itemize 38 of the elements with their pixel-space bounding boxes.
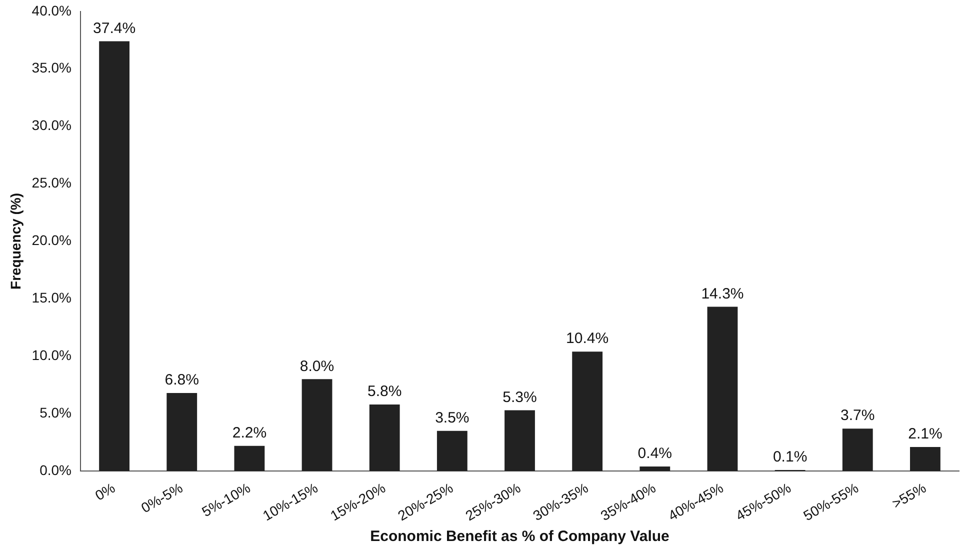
x-tick-label: 0% xyxy=(92,479,118,504)
y-tick-label: 15.0% xyxy=(32,290,72,306)
bar xyxy=(842,428,873,472)
data-label: 37.4% xyxy=(93,20,136,37)
bar xyxy=(910,446,940,472)
bar xyxy=(234,446,265,472)
data-label: 3.7% xyxy=(840,407,875,424)
bar xyxy=(436,430,468,472)
bar xyxy=(640,466,670,472)
data-label: 5.8% xyxy=(367,383,402,400)
y-tick-label: 0.0% xyxy=(40,462,72,478)
y-tick-label: 30.0% xyxy=(32,117,72,134)
data-label: 8.0% xyxy=(300,358,334,375)
bar xyxy=(99,41,130,472)
bar xyxy=(572,352,603,472)
data-label: 0.4% xyxy=(638,445,672,462)
y-tick-label: 5.0% xyxy=(40,404,72,420)
bar xyxy=(504,410,535,472)
data-label: 5.3% xyxy=(502,388,537,406)
y-tick-label: 40.0% xyxy=(32,2,72,18)
data-label: 10.4% xyxy=(566,330,609,348)
data-label: 3.5% xyxy=(435,410,470,427)
x-tick-label: >55% xyxy=(889,479,929,512)
data-label: 0.1% xyxy=(772,448,808,466)
x-axis-title: Economic Benefit as % of Company Value xyxy=(370,528,670,546)
y-tick-label: 25.0% xyxy=(32,174,72,191)
y-axis-title: Frequency (%) xyxy=(7,193,24,290)
bar xyxy=(302,379,332,472)
y-tick-label: 20.0% xyxy=(32,232,72,248)
bar xyxy=(166,392,198,472)
bar xyxy=(707,306,738,472)
bar xyxy=(369,404,400,472)
data-label: 6.8% xyxy=(164,372,199,389)
y-tick-label: 35.0% xyxy=(32,60,72,76)
data-label: 14.3% xyxy=(701,285,744,302)
data-label: 2.2% xyxy=(232,424,267,442)
data-label: 2.1% xyxy=(908,426,942,443)
y-tick-label: 10.0% xyxy=(32,347,72,364)
